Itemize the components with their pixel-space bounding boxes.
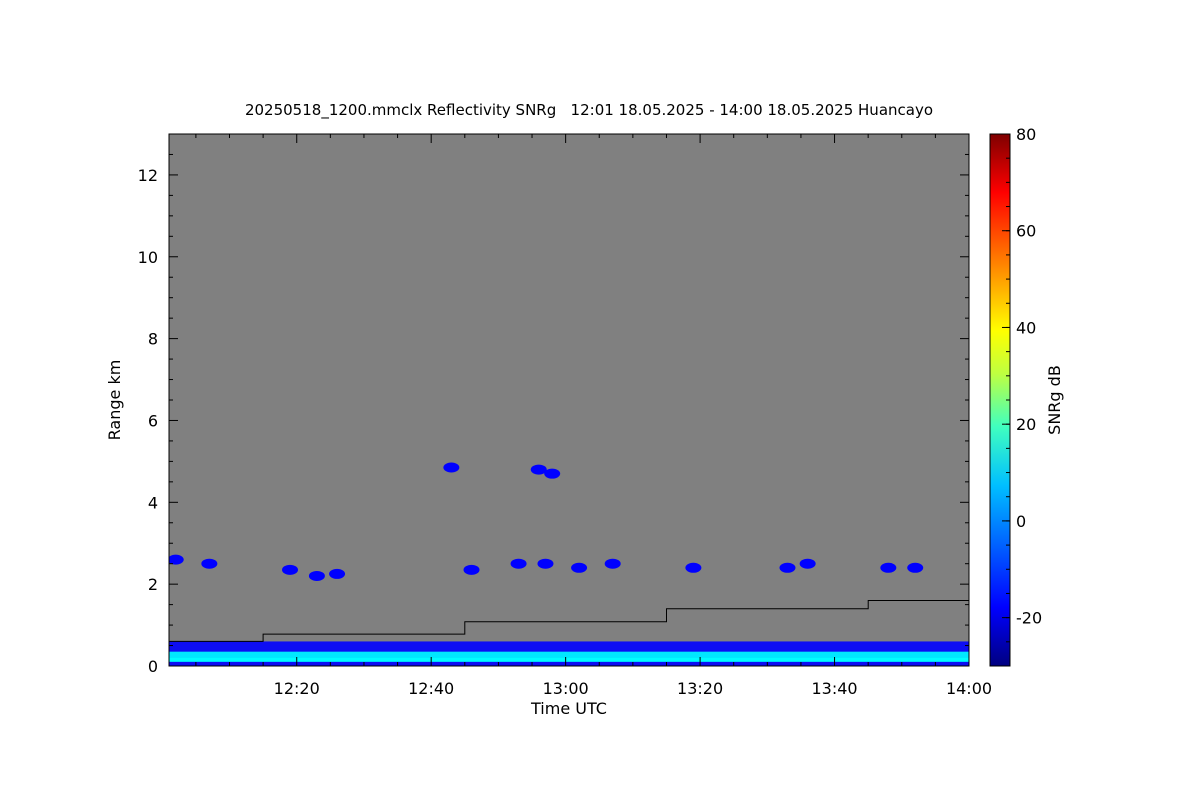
echo-patch <box>530 464 547 475</box>
colorbar-tick-label: 80 <box>1016 125 1036 144</box>
x-tick-label: 13:20 <box>677 679 723 698</box>
x-axis: 12:20 12:40 13:00 13:20 13:40 14:00 <box>195 134 992 698</box>
y-tick-label: 12 <box>138 166 158 185</box>
y-tick-label: 4 <box>148 493 158 512</box>
echo-layer-band <box>169 657 969 662</box>
echo-patch <box>201 558 218 569</box>
plot-area <box>169 134 969 666</box>
echo-patch <box>880 562 897 573</box>
colorbar-tick-label: -20 <box>1016 609 1042 628</box>
echo-patch <box>571 562 588 573</box>
x-tick-label: 13:40 <box>811 679 857 698</box>
colorbar-tick-label: 40 <box>1016 318 1036 337</box>
y-tick-label: 10 <box>138 248 158 267</box>
echo-patch <box>308 570 325 581</box>
echo-layer-band <box>169 651 969 662</box>
chart-title: 20250518_1200.mmclx Reflectivity SNRg 12… <box>245 101 933 120</box>
y-tick-label: 0 <box>148 657 158 676</box>
x-tick-label: 14:00 <box>946 679 992 698</box>
y-axis-label: Range km <box>105 360 124 441</box>
echo-patch <box>685 562 702 573</box>
echo-returns <box>169 462 969 666</box>
y-tick-label: 8 <box>148 330 158 349</box>
echo-patch <box>282 564 299 575</box>
y-axis: 0 2 4 6 8 10 12 <box>138 133 969 676</box>
echo-patch <box>510 558 527 569</box>
echo-patch <box>169 554 184 565</box>
y-tick-label: 6 <box>148 411 158 430</box>
x-axis-label: Time UTC <box>530 699 607 718</box>
colorbar-axis: -20 0 20 40 60 80 <box>1002 125 1042 667</box>
x-tick-label: 13:00 <box>543 679 589 698</box>
echo-patch <box>443 462 460 473</box>
colorbar-label: SNRg dB <box>1045 365 1064 435</box>
x-tick-label: 12:20 <box>274 679 320 698</box>
threshold-line <box>169 600 969 642</box>
echo-patch <box>537 558 554 569</box>
echo-patch <box>799 558 816 569</box>
echo-patch <box>907 562 924 573</box>
echo-patch <box>604 558 621 569</box>
colorbar-tick-label: 20 <box>1016 415 1036 434</box>
colorbar-tick-label: 60 <box>1016 222 1036 241</box>
x-tick-label: 12:40 <box>408 679 454 698</box>
colorbar-tick-label: 0 <box>1016 512 1026 531</box>
echo-patch <box>544 468 561 479</box>
y-tick-label: 2 <box>148 575 158 594</box>
echo-patch <box>779 562 796 573</box>
echo-patch <box>463 564 480 575</box>
echo-patch <box>329 568 346 579</box>
